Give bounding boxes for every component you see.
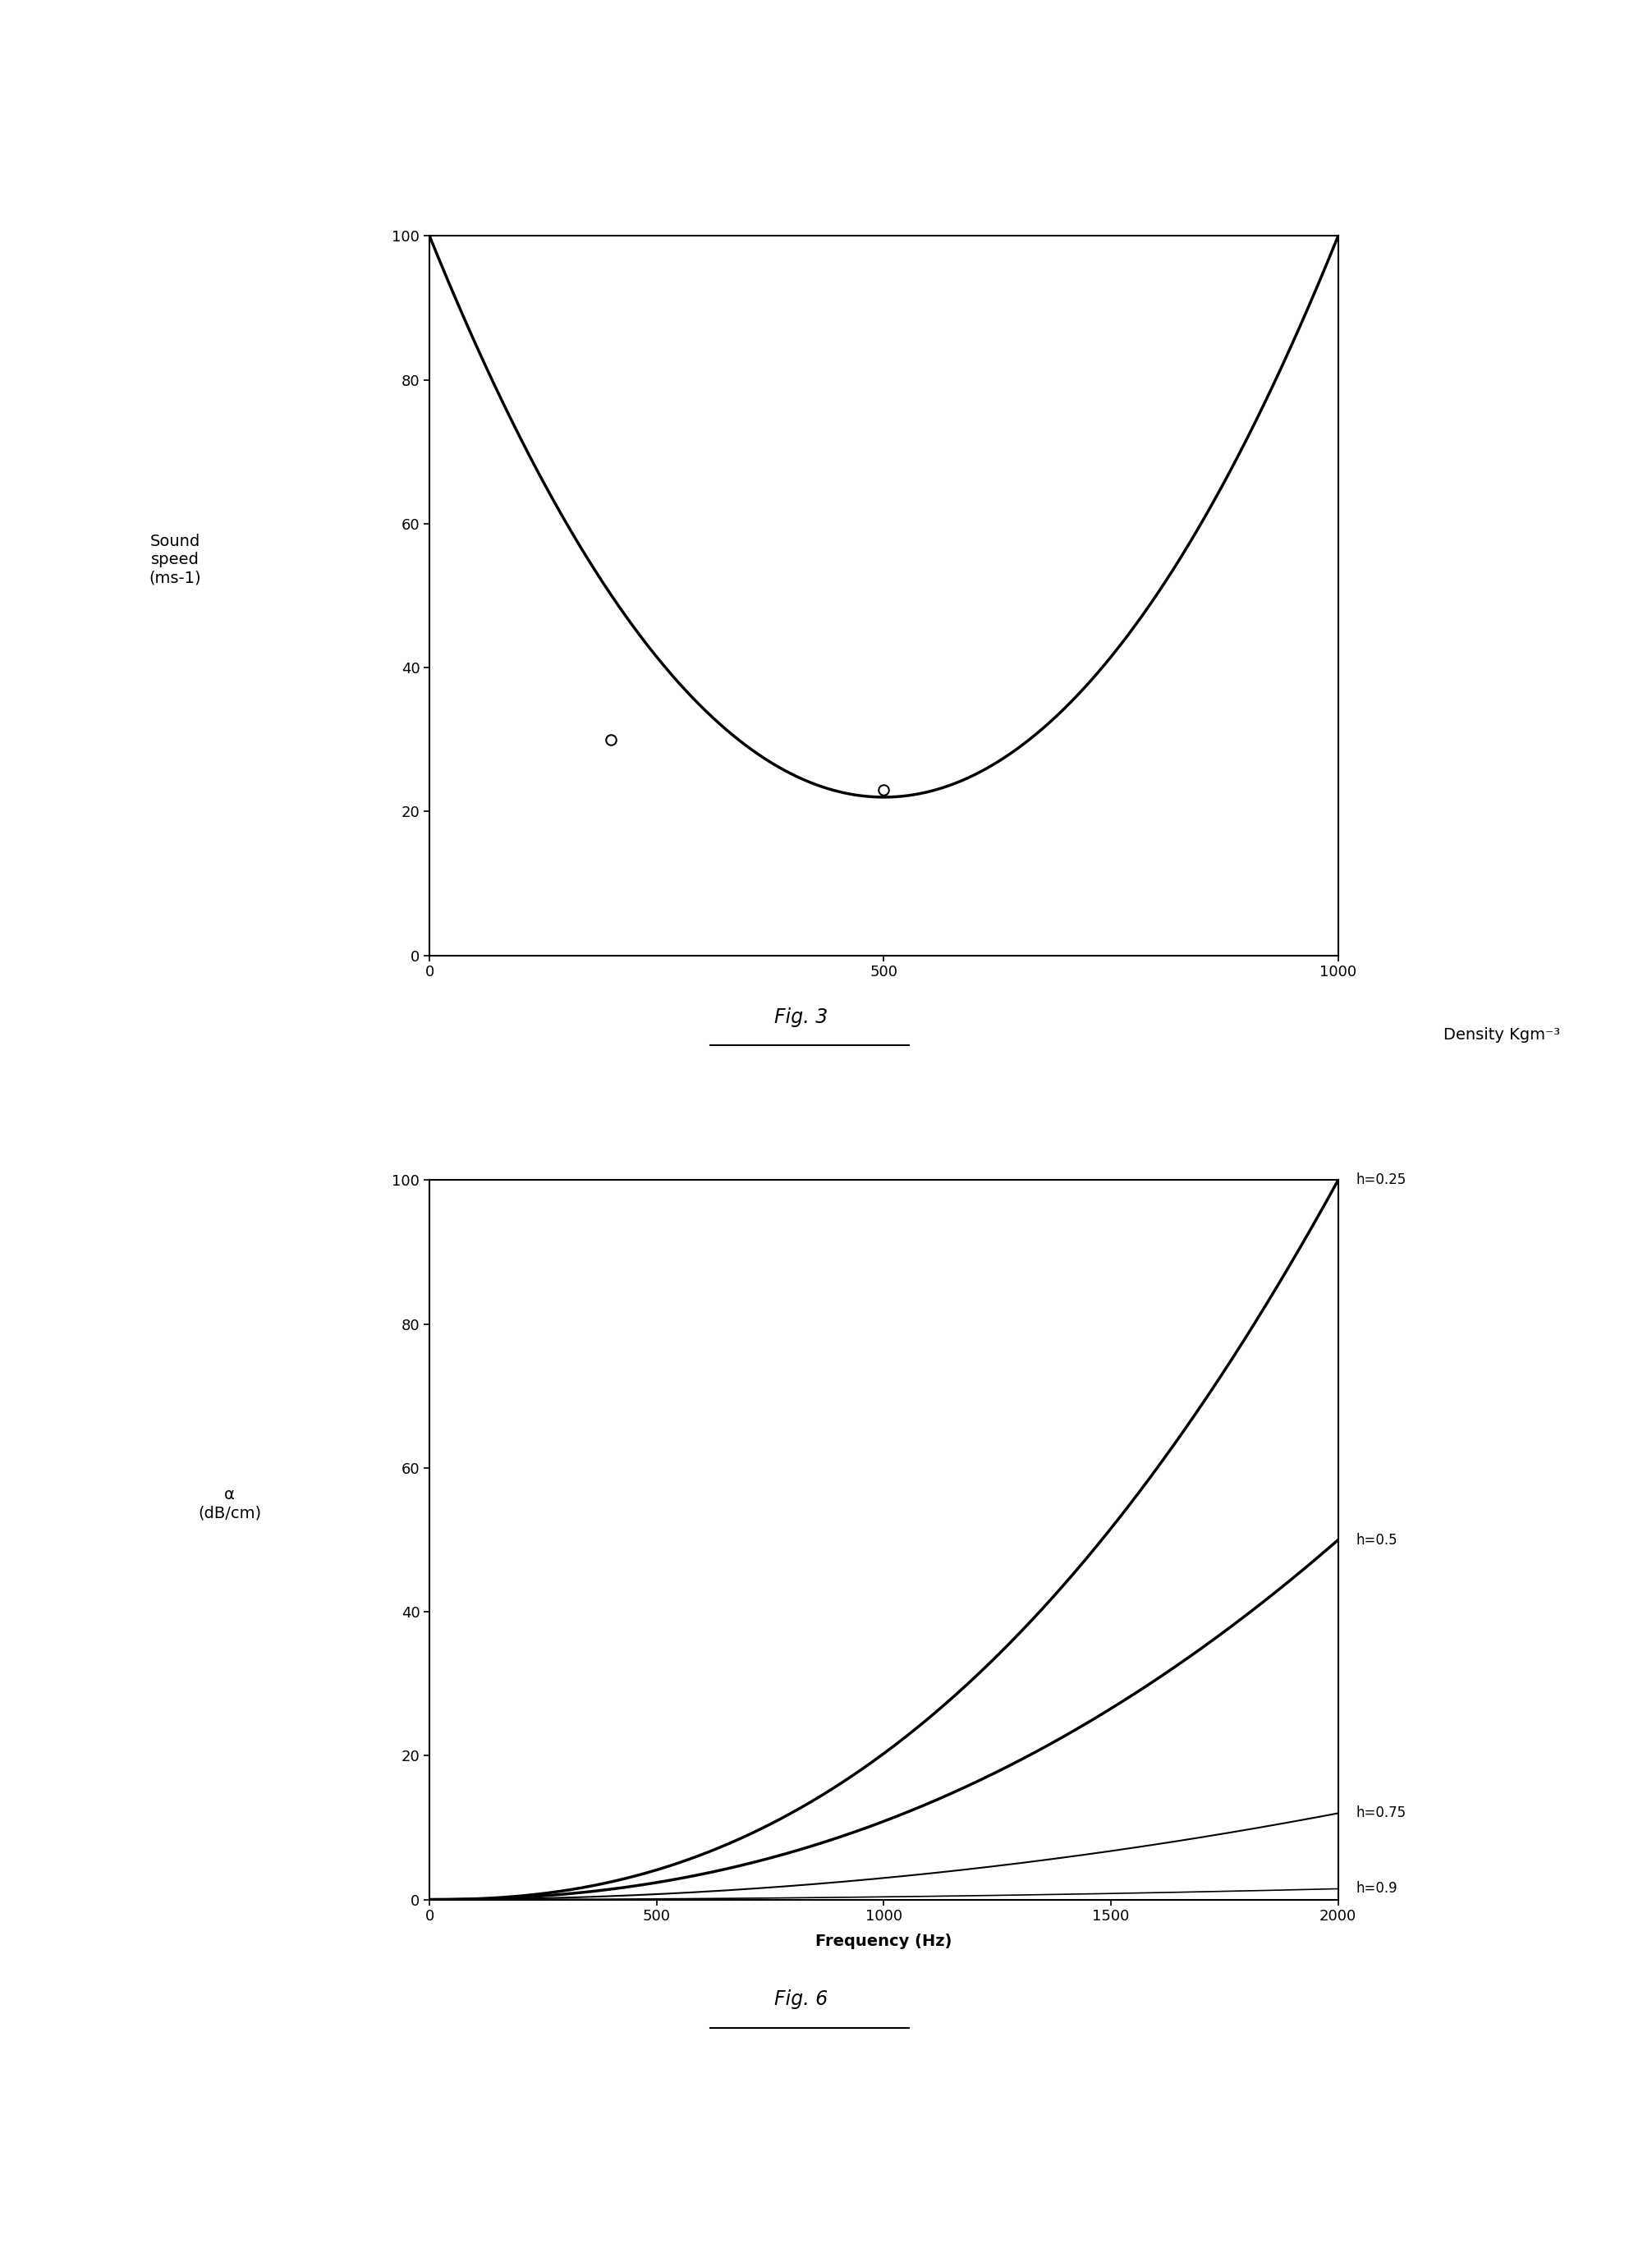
X-axis label: Density Kgm⁻³: Density Kgm⁻³ bbox=[1444, 1027, 1559, 1043]
Y-axis label: α
(dB/cm): α (dB/cm) bbox=[198, 1488, 261, 1520]
Text: h=0.9: h=0.9 bbox=[1356, 1882, 1398, 1895]
X-axis label: Frequency (Hz): Frequency (Hz) bbox=[816, 1933, 952, 1949]
Text: h=0.5: h=0.5 bbox=[1356, 1533, 1398, 1547]
Y-axis label: Sound
speed
(ms-1): Sound speed (ms-1) bbox=[149, 533, 202, 587]
Text: h=0.75: h=0.75 bbox=[1356, 1805, 1406, 1821]
Text: Fig. 3: Fig. 3 bbox=[775, 1007, 828, 1027]
Text: Fig. 6: Fig. 6 bbox=[775, 1989, 828, 2010]
Text: h=0.25: h=0.25 bbox=[1356, 1173, 1406, 1187]
